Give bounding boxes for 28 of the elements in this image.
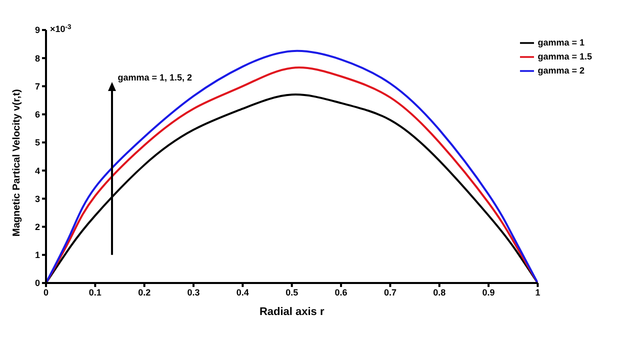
x-tick-label: 1 — [535, 287, 540, 298]
y-tick-label: 8 — [34, 53, 40, 64]
x-tick-label: 0.1 — [88, 287, 102, 298]
y-axis-title: Magnetic Partical Velocity v(r,t) — [12, 89, 23, 236]
y-tick-label: 7 — [34, 81, 40, 92]
x-tick-label: 0.9 — [482, 287, 495, 298]
y-tick-label: 9 — [34, 25, 40, 36]
y-tick-label: 0 — [34, 278, 40, 288]
x-tick-label: 0.8 — [433, 287, 446, 298]
y-tick-label: 2 — [34, 222, 40, 232]
legend-label: gamma = 1 — [538, 37, 584, 48]
x-tick-label: 0.3 — [187, 287, 200, 298]
y-tick-label: 1 — [34, 250, 40, 260]
legend-label: gamma = 2 — [538, 65, 584, 76]
x-tick-label: 0.4 — [236, 287, 249, 298]
y-tick-label: 6 — [34, 110, 40, 120]
annotation: gamma = 1, 1.5, 2 — [118, 72, 192, 83]
legend-label: gamma = 1.5 — [538, 51, 592, 62]
x-tick-label: 0.5 — [286, 287, 298, 298]
y-tick-label: 3 — [34, 194, 40, 204]
annotation: ×10$^{-3}$ — [50, 24, 72, 34]
y-tick-label: 4 — [34, 166, 40, 176]
x-tick-label: 0.6 — [334, 287, 348, 298]
y-tick-label: 5 — [34, 138, 40, 148]
x-axis-title: Radial axis r — [259, 306, 325, 318]
x-tick-label: 0.2 — [138, 287, 151, 298]
x-tick-label: 0 — [43, 287, 49, 298]
x-tick-label: 0.7 — [384, 287, 396, 298]
